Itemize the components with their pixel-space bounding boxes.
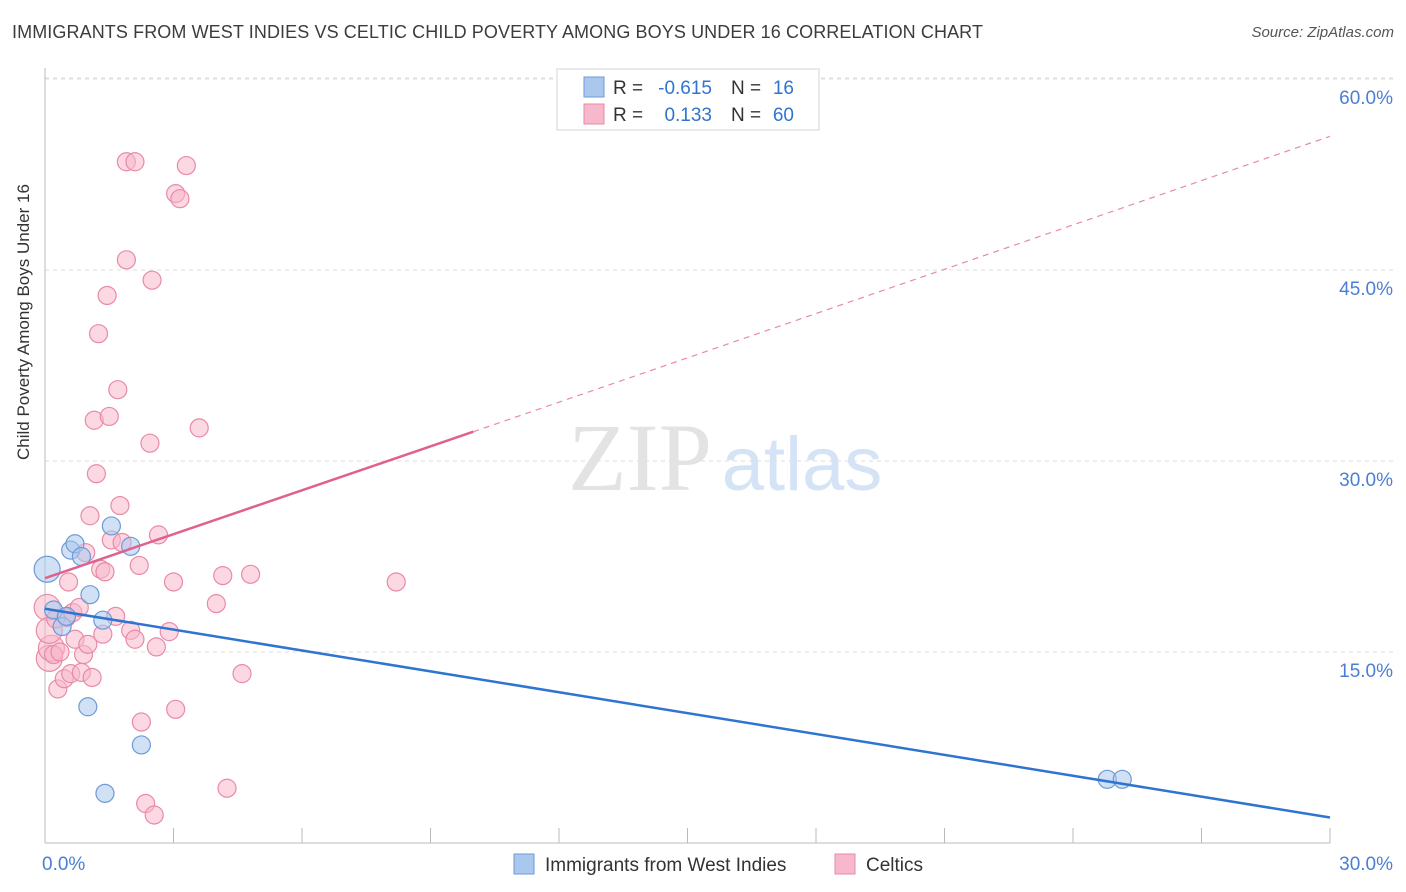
data-point xyxy=(82,667,102,688)
legend-r-value-blue: -0.615 xyxy=(658,78,712,99)
chart-title: IMMIGRANTS FROM WEST INDIES VS CELTIC CH… xyxy=(12,22,984,42)
data-point xyxy=(97,285,117,306)
celtics-points xyxy=(33,152,406,825)
data-point xyxy=(189,418,209,438)
y-tick-label: 15.0% xyxy=(1339,661,1393,682)
data-point xyxy=(129,555,149,576)
series-legend-swatch-blue xyxy=(513,853,535,875)
series-legend-label-pink: Celtics xyxy=(866,855,923,876)
y-tick-label: 30.0% xyxy=(1339,470,1393,491)
legend-swatch-blue xyxy=(583,76,605,98)
data-point xyxy=(213,565,233,586)
series-legend-label-blue: Immigrants from West Indies xyxy=(545,855,786,876)
y-tick-label: 60.0% xyxy=(1339,88,1393,109)
data-point xyxy=(163,572,184,592)
watermark-atlas: atlas xyxy=(722,422,883,507)
data-point xyxy=(241,564,261,584)
data-point xyxy=(58,572,79,592)
data-point xyxy=(148,525,169,545)
data-point xyxy=(146,637,166,657)
data-point xyxy=(80,585,100,605)
data-point xyxy=(140,433,160,453)
data-point xyxy=(95,783,115,803)
watermark: ZIP atlas xyxy=(568,404,882,511)
data-point xyxy=(232,664,252,684)
legend-n-value-pink: 60 xyxy=(773,105,794,126)
trend-lines xyxy=(44,135,1331,819)
legend-swatch-pink xyxy=(583,103,605,125)
y-tick-label: 45.0% xyxy=(1339,279,1393,300)
data-point xyxy=(176,155,196,176)
x-tick-labels: 0.0% 30.0% xyxy=(42,854,1393,875)
data-point xyxy=(108,380,128,400)
data-point xyxy=(131,735,151,755)
data-point xyxy=(50,642,70,662)
trend-line-west-indies xyxy=(44,607,1331,819)
trend-line-celtics xyxy=(44,430,474,580)
data-point xyxy=(125,152,145,172)
series-legend-swatch-pink xyxy=(834,853,856,875)
data-point xyxy=(88,324,109,344)
data-point xyxy=(99,406,119,427)
x-tick-label: 30.0% xyxy=(1339,854,1393,875)
data-point xyxy=(166,699,186,719)
legend-n-label-blue: N = xyxy=(731,78,761,99)
series-legend: Immigrants from West Indies Celtics xyxy=(513,853,923,876)
data-point xyxy=(217,778,237,798)
watermark-zip: ZIP xyxy=(568,404,712,511)
data-point xyxy=(142,270,162,290)
data-point xyxy=(101,516,121,536)
legend-r-value-pink: 0.133 xyxy=(664,105,712,126)
data-point xyxy=(144,805,164,825)
west-indies-points xyxy=(33,516,1132,803)
data-point xyxy=(116,250,136,270)
y-tick-labels: 15.0% 30.0% 45.0% 60.0% xyxy=(1339,88,1393,682)
data-point xyxy=(131,712,151,732)
data-point xyxy=(170,189,190,209)
legend-r-label-blue: R = xyxy=(613,78,643,99)
data-point xyxy=(78,634,98,654)
data-point xyxy=(86,464,107,484)
legend-n-label-pink: N = xyxy=(731,105,761,126)
chart-source: Source: ZipAtlas.com xyxy=(1251,24,1394,41)
data-point xyxy=(125,629,145,649)
data-point xyxy=(159,622,179,642)
data-point xyxy=(206,594,226,614)
data-point xyxy=(95,562,115,582)
legend-r-label-pink: R = xyxy=(613,105,643,126)
stats-legend: R = -0.615 N = 16 R = 0.133 N = 60 xyxy=(556,68,820,131)
data-point xyxy=(80,506,100,526)
data-point xyxy=(78,697,98,717)
data-point xyxy=(386,572,406,592)
trend-line-celtics-extension xyxy=(473,135,1331,433)
x-tick-label: 0.0% xyxy=(42,854,85,875)
legend-n-value-blue: 16 xyxy=(773,78,794,99)
axes xyxy=(44,68,1331,844)
data-point xyxy=(110,495,130,516)
